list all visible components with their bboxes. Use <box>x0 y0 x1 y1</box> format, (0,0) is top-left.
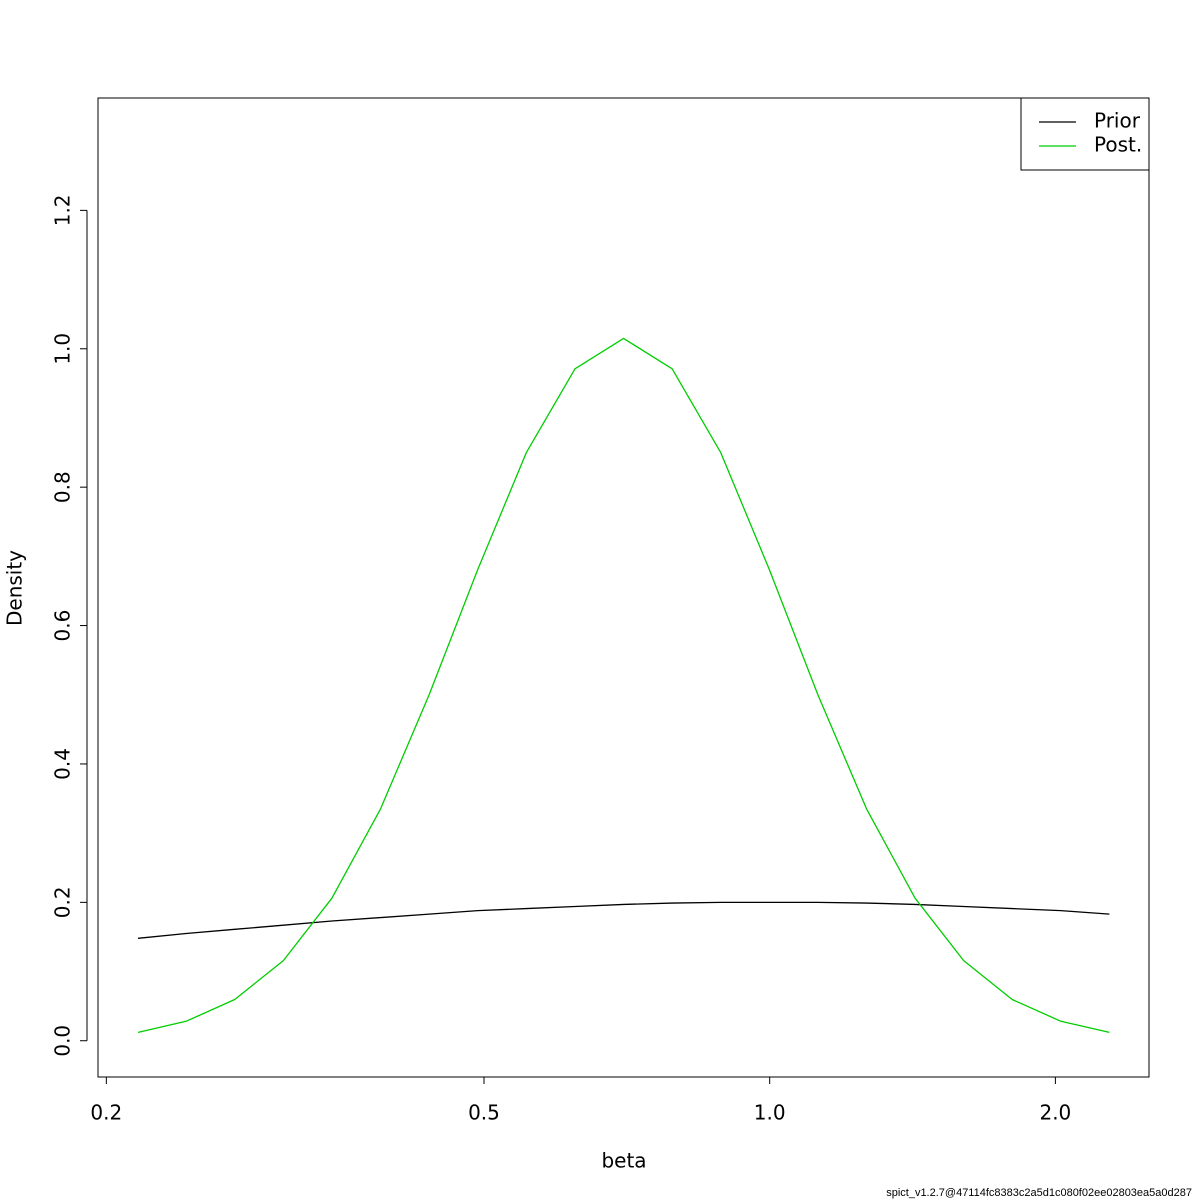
plot-frame <box>97 97 1150 1078</box>
series-line <box>137 337 1110 1034</box>
footnote: spict_v1.2.7@47114fc8383c2a5d1c080f02ee0… <box>886 1187 1192 1199</box>
legend-label: Prior <box>1094 109 1141 133</box>
y-axis-label: Density <box>3 550 27 626</box>
y-tick-label: 0.0 <box>51 1025 75 1057</box>
x-tick-label: 1.0 <box>754 1101 786 1125</box>
y-tick-label: 0.2 <box>51 886 75 918</box>
y-tick-label: 0.6 <box>51 610 75 642</box>
legend-box <box>1020 97 1150 171</box>
x-tick-label: 0.5 <box>468 1101 500 1125</box>
y-tick-label: 1.2 <box>51 194 75 226</box>
x-axis-label: beta <box>601 1149 646 1173</box>
y-tick-label: 0.4 <box>51 748 75 780</box>
x-tick-label: 0.2 <box>90 1101 122 1125</box>
series-line <box>137 901 1110 939</box>
y-tick-label: 1.0 <box>51 333 75 365</box>
y-tick-label: 0.8 <box>51 471 75 503</box>
x-tick-label: 2.0 <box>1039 1101 1071 1125</box>
legend-label: Post. <box>1094 133 1142 157</box>
